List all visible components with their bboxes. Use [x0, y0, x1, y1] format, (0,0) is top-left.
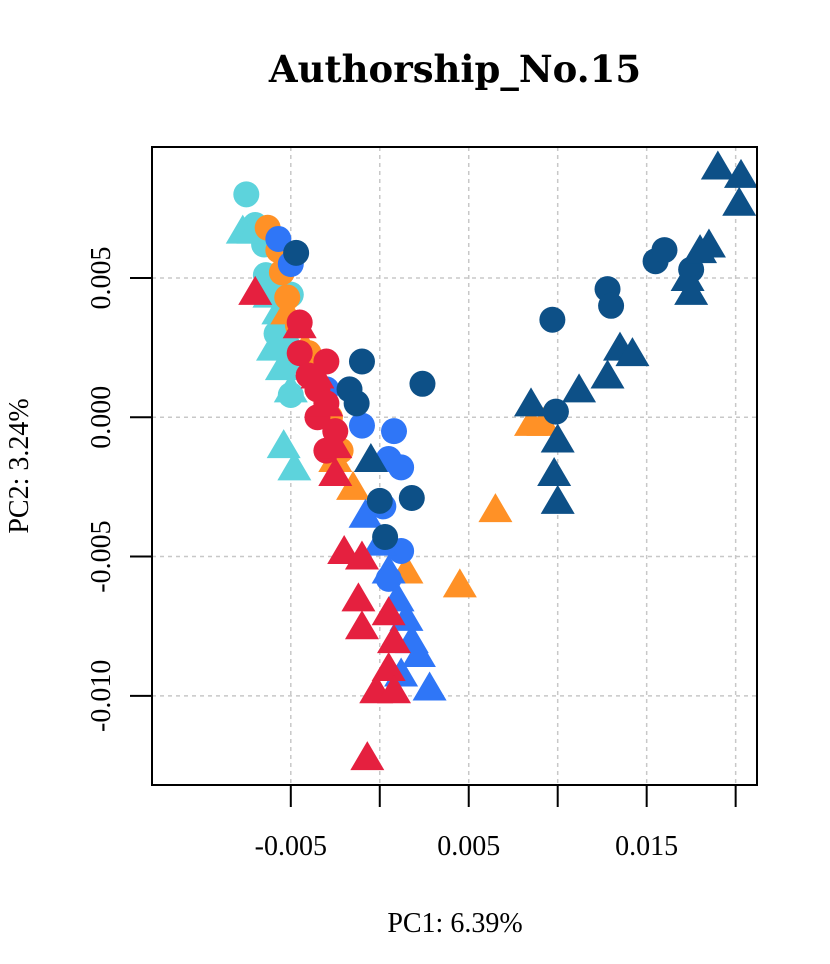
- data-point-circle: [348, 348, 375, 375]
- data-point-triangle: [615, 337, 650, 367]
- plot-frame: [151, 146, 758, 786]
- data-point-triangle: [350, 741, 385, 771]
- y-tick-label: 0.000: [86, 386, 117, 449]
- y-axis: -0.010 -0.005 0.000 0.005: [86, 246, 152, 732]
- data-point-triangle: [371, 554, 406, 584]
- data-point-circle: [409, 370, 436, 397]
- data-point-circle: [372, 524, 399, 551]
- data-point-triangle: [670, 261, 705, 291]
- data-point-triangle: [401, 638, 436, 668]
- data-point-circle: [348, 412, 375, 439]
- data-point-circle: [539, 306, 566, 333]
- data-point-triangle: [540, 423, 575, 453]
- data-point-circle: [598, 292, 625, 319]
- data-point-circle: [233, 181, 260, 208]
- data-point-triangle: [318, 456, 353, 486]
- x-axis-label: PC1: 6.39%: [387, 908, 522, 939]
- data-point-circle: [265, 225, 292, 252]
- data-point-triangle: [478, 493, 513, 523]
- data-point-circle: [343, 390, 370, 417]
- data-point-circle: [388, 454, 415, 481]
- data-point-triangle: [282, 309, 317, 339]
- data-point-triangle: [318, 429, 353, 459]
- data-point-triangle: [341, 582, 376, 612]
- data-point-triangle: [562, 373, 597, 403]
- data-point-circle: [398, 485, 425, 512]
- data-point-triangle: [442, 568, 477, 598]
- data-point-circle: [651, 237, 678, 264]
- data-point-triangle: [273, 373, 308, 403]
- data-point-circle: [542, 398, 569, 425]
- data-point-triangle: [371, 651, 406, 681]
- data-point-triangle: [590, 359, 625, 389]
- x-tick-label: 0.005: [437, 831, 500, 862]
- data-point-triangle: [344, 610, 379, 640]
- chart-title: Authorship_No.15: [268, 47, 641, 91]
- data-point-triangle: [309, 387, 344, 417]
- data-point-triangle: [264, 351, 299, 381]
- data-point-triangle: [691, 228, 726, 258]
- data-point-triangle: [348, 498, 383, 528]
- y-tick-label: 0.005: [86, 246, 117, 309]
- data-point-triangle: [526, 406, 561, 436]
- x-axis: -0.005 0.005 0.015: [255, 785, 737, 862]
- data-point-triangle: [540, 484, 575, 514]
- data-point-triangle: [336, 470, 371, 500]
- data-point-triangle: [266, 429, 301, 459]
- data-point-triangle: [514, 387, 549, 417]
- data-point-triangle: [377, 624, 411, 654]
- data-points: [225, 150, 758, 771]
- y-tick-label: -0.010: [86, 660, 117, 732]
- y-tick-label: -0.005: [86, 520, 117, 592]
- data-point-triangle: [300, 359, 335, 389]
- data-point-circle: [283, 239, 310, 266]
- data-point-circle: [366, 487, 393, 514]
- x-tick-label: -0.005: [255, 831, 327, 862]
- y-axis-label: PC2: 3.24%: [4, 398, 35, 533]
- data-point-triangle: [537, 456, 572, 486]
- data-point-triangle: [277, 451, 312, 481]
- data-point-triangle: [700, 150, 735, 180]
- data-point-triangle: [722, 186, 757, 216]
- data-point-triangle: [674, 275, 709, 305]
- x-tick-label: 0.015: [615, 831, 678, 862]
- data-point-circle: [381, 418, 407, 445]
- data-point-triangle: [724, 158, 758, 188]
- data-point-triangle: [412, 671, 447, 701]
- data-point-triangle: [238, 275, 273, 305]
- data-point-circle: [286, 340, 313, 367]
- data-point-triangle: [344, 540, 379, 570]
- data-point-triangle: [371, 596, 406, 626]
- data-point-triangle: [377, 674, 411, 704]
- data-point-triangle: [353, 443, 388, 473]
